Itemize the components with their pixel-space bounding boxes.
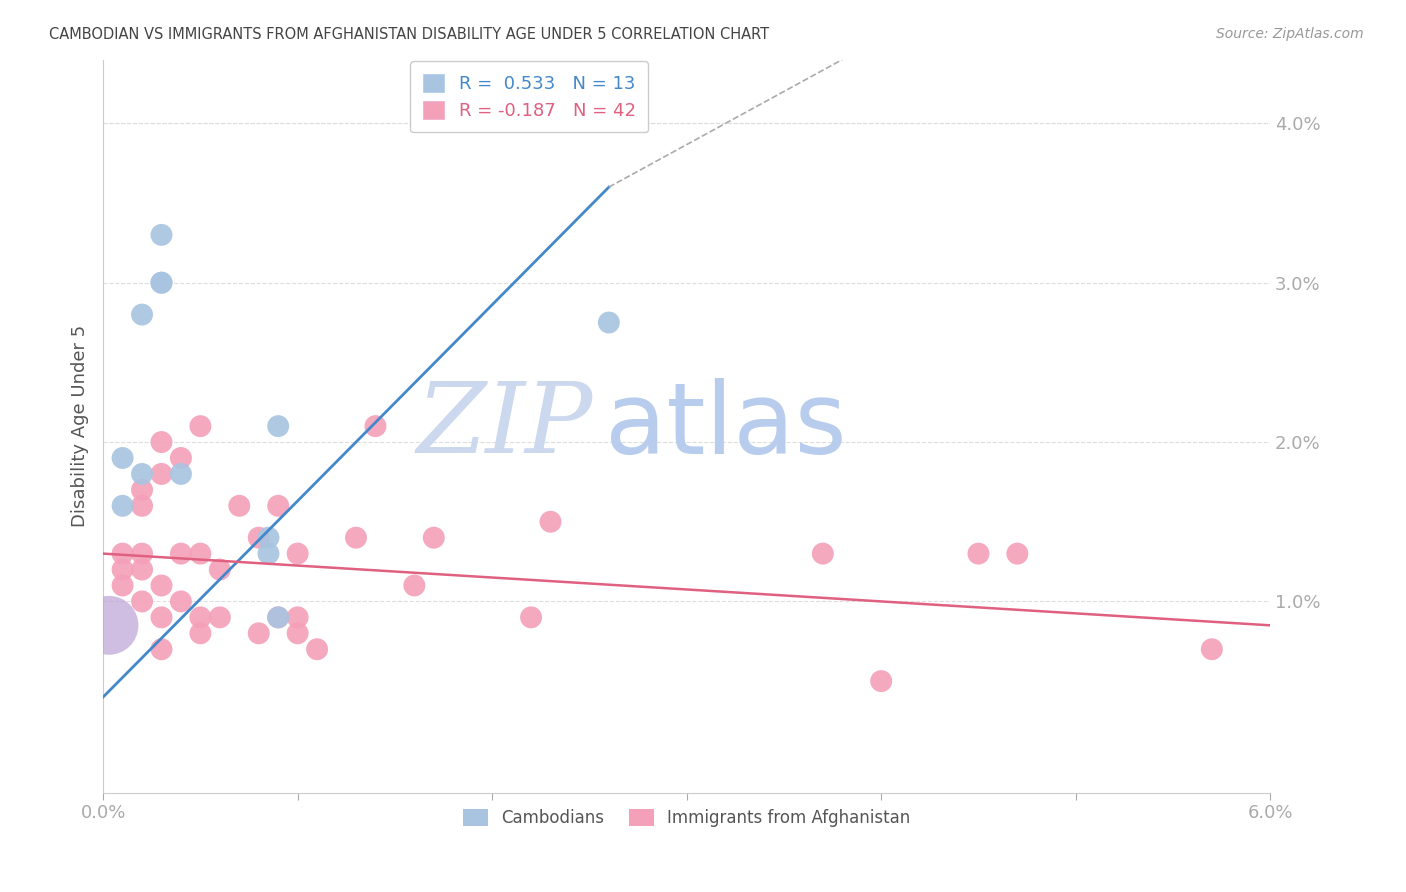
Point [267,610,290,624]
Point [247,626,270,640]
Point [111,578,134,592]
Point [598,316,620,330]
Y-axis label: Disability Age Under 5: Disability Age Under 5 [72,325,89,527]
Text: atlas: atlas [605,377,846,475]
Point [287,626,309,640]
Point [190,419,212,434]
Point [131,594,153,608]
Point [150,276,173,290]
Point [1007,547,1029,561]
Point [150,578,173,592]
Point [131,467,153,481]
Point [364,419,387,434]
Point [228,499,250,513]
Point [267,499,290,513]
Point [170,547,193,561]
Point [170,467,193,481]
Point [267,419,290,434]
Point [111,450,134,465]
Point [208,563,231,577]
Point [287,610,309,624]
Point [540,515,562,529]
Point [150,227,173,242]
Point [208,610,231,624]
Text: Source: ZipAtlas.com: Source: ZipAtlas.com [1216,27,1364,41]
Point [111,499,134,513]
Point [131,483,153,497]
Point [247,531,270,545]
Point [267,610,290,624]
Point [520,610,543,624]
Point [111,563,134,577]
Legend: Cambodians, Immigrants from Afghanistan: Cambodians, Immigrants from Afghanistan [454,801,920,836]
Point [131,547,153,561]
Point [170,450,193,465]
Point [131,499,153,513]
Point [190,547,212,561]
Point [131,308,153,322]
Point [344,531,367,545]
Point [1201,642,1223,657]
Point [190,610,212,624]
Point [307,642,329,657]
Point [811,547,834,561]
Point [97,618,120,632]
Text: CAMBODIAN VS IMMIGRANTS FROM AFGHANISTAN DISABILITY AGE UNDER 5 CORRELATION CHAR: CAMBODIAN VS IMMIGRANTS FROM AFGHANISTAN… [49,27,769,42]
Point [150,467,173,481]
Text: ZIP: ZIP [418,378,593,474]
Point [190,626,212,640]
Point [423,531,446,545]
Point [257,547,280,561]
Point [404,578,426,592]
Point [287,547,309,561]
Point [870,674,893,689]
Point [111,547,134,561]
Point [967,547,990,561]
Point [150,610,173,624]
Point [150,435,173,450]
Point [170,594,193,608]
Point [131,563,153,577]
Point [150,276,173,290]
Point [257,531,280,545]
Point [150,642,173,657]
